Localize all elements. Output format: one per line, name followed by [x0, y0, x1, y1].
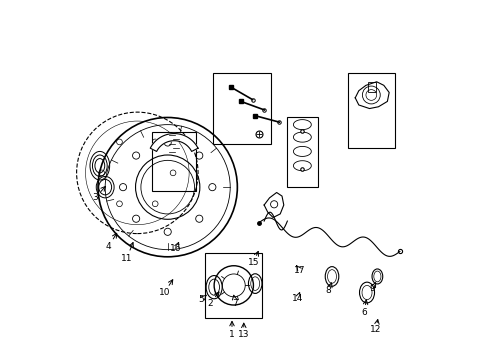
Text: 5: 5 — [198, 295, 204, 304]
Bar — [347, 73, 394, 148]
Text: 2: 2 — [207, 299, 213, 308]
Polygon shape — [150, 134, 198, 152]
Text: 3: 3 — [92, 193, 98, 202]
Text: 10: 10 — [159, 288, 170, 297]
Text: 9: 9 — [369, 284, 374, 293]
Text: 11: 11 — [121, 254, 132, 263]
Bar — [151, 132, 196, 191]
Bar — [205, 253, 262, 318]
Bar — [367, 82, 375, 93]
Text: 13: 13 — [238, 330, 249, 339]
Text: 17: 17 — [293, 266, 305, 275]
Text: 7: 7 — [232, 299, 238, 308]
Text: 6: 6 — [361, 308, 366, 317]
Text: 4: 4 — [106, 242, 111, 251]
Bar — [287, 117, 317, 187]
Bar — [213, 73, 270, 144]
Text: 8: 8 — [325, 286, 331, 295]
Text: 14: 14 — [291, 294, 303, 303]
Text: 15: 15 — [247, 258, 259, 267]
Text: 16: 16 — [170, 244, 181, 253]
Text: 1: 1 — [229, 330, 234, 339]
Text: 12: 12 — [369, 325, 381, 334]
